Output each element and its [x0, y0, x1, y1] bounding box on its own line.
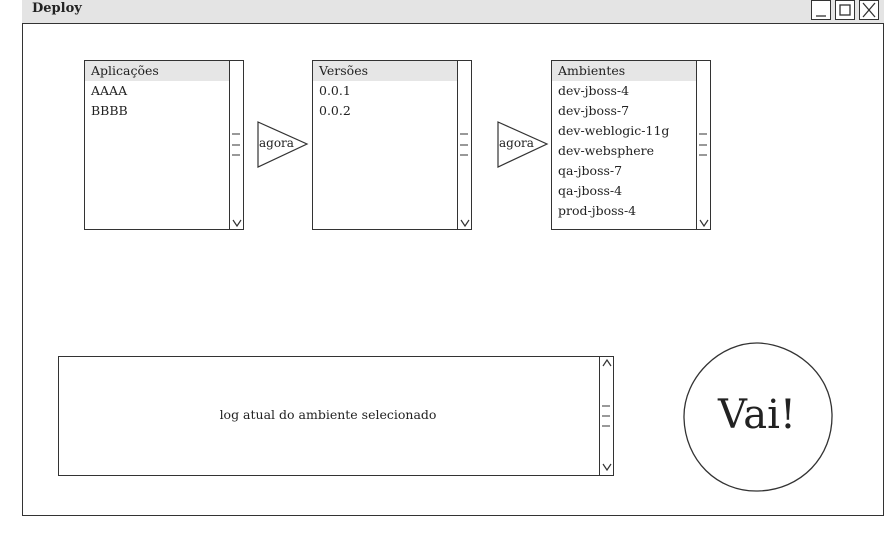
- maximize-icon: [839, 4, 851, 16]
- list-item[interactable]: dev-weblogic-11g: [558, 123, 670, 138]
- list-item[interactable]: dev-websphere: [558, 143, 655, 158]
- arrow-agora-1[interactable]: agora: [257, 121, 309, 169]
- versions-header: Versões: [313, 61, 457, 81]
- applications-scrollbar[interactable]: [229, 61, 243, 229]
- maximize-button[interactable]: [835, 0, 855, 20]
- chevron-down-icon: [460, 219, 470, 228]
- arrow-agora-2[interactable]: agora: [497, 121, 549, 169]
- log-scrollbar[interactable]: [599, 357, 613, 475]
- chevron-up-icon: [602, 358, 612, 367]
- log-text: log atual do ambiente selecionado: [219, 407, 437, 422]
- list-item[interactable]: 0.0.2: [319, 103, 351, 118]
- minimize-icon: [816, 15, 826, 17]
- close-button[interactable]: [859, 0, 879, 20]
- list-item[interactable]: BBBB: [91, 103, 128, 118]
- vai-label: Vai!: [718, 392, 796, 438]
- list-item[interactable]: qa-jboss-7: [558, 163, 623, 178]
- minimize-button[interactable]: [811, 0, 831, 20]
- versions-list[interactable]: Versões 0.0.1 0.0.2: [312, 60, 472, 230]
- applications-header: Aplicações: [85, 61, 229, 81]
- window-title: Deploy: [32, 1, 82, 16]
- log-textarea[interactable]: log atual do ambiente selecionado: [58, 356, 614, 476]
- circle-button-shape: [683, 342, 833, 492]
- arrow-right-icon: [257, 121, 309, 168]
- vai-button[interactable]: Vai!: [683, 342, 833, 492]
- close-icon: [862, 2, 876, 18]
- list-item[interactable]: dev-jboss-7: [558, 103, 630, 118]
- environments-header: Ambientes: [552, 61, 696, 81]
- arrow-label: agora: [499, 136, 534, 150]
- applications-list[interactable]: Aplicações AAAA BBBB: [84, 60, 244, 230]
- environments-list[interactable]: Ambientes dev-jboss-4 dev-jboss-7 dev-we…: [551, 60, 711, 230]
- arrow-right-icon: [497, 121, 549, 168]
- list-item[interactable]: qa-jboss-4: [558, 183, 623, 198]
- versions-scrollbar[interactable]: [457, 61, 471, 229]
- arrow-label: agora: [259, 136, 294, 150]
- list-item[interactable]: prod-jboss-4: [558, 203, 637, 218]
- chevron-down-icon: [232, 219, 242, 228]
- list-item[interactable]: AAAA: [91, 83, 128, 98]
- title-bar: Deploy: [22, 0, 884, 24]
- chevron-down-icon: [699, 219, 709, 228]
- list-item[interactable]: 0.0.1: [319, 83, 351, 98]
- list-item[interactable]: dev-jboss-4: [558, 83, 630, 98]
- environments-scrollbar[interactable]: [696, 61, 710, 229]
- chevron-down-icon: [602, 463, 612, 472]
